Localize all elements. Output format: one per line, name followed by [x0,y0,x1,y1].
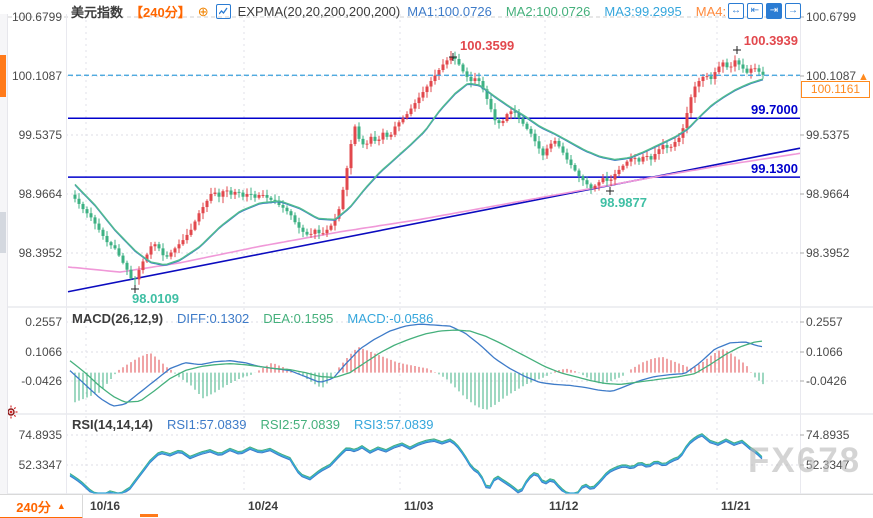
rsi-header: RSI(14,14,14) RSI1:57.0839 RSI2:57.0839 … [72,417,433,432]
date-label: 11/03 [404,499,434,513]
ma-values: MA1:100.0726 MA2:100.0726 MA3:99.2995 MA4: [407,4,726,19]
svg-text:74.8935: 74.8935 [806,428,850,442]
svg-text:100.1087: 100.1087 [806,69,856,83]
date-label: 10/16 [90,499,121,513]
rsi2-value: RSI2:57.0839 [260,417,340,432]
date-label: 10/24 [248,499,279,513]
indicator-label[interactable]: EXPMA(20,20,200,200,200) [237,4,401,19]
compress-right-icon[interactable]: ⇥ [766,3,782,19]
date-axis: 240分 ▲ 10/16 10/24 11/03 11/12 11/21 [0,494,873,518]
add-indicator-icon[interactable]: ⊕ [197,4,209,19]
rsi1-value: RSI1:57.0839 [166,417,247,432]
chart-header: 美元指数 【240分】 ⊕ EXPMA(20,20,200,200,200) M… [71,2,726,21]
svg-text:100.3599: 100.3599 [460,38,514,53]
svg-text:-0.0426: -0.0426 [21,374,62,388]
date-label: 11/21 [721,499,751,513]
price-annotations: 100.3599 100.3939 98.9877 98.0109 [131,33,798,306]
candlestick-series [73,50,765,285]
goto-latest-icon[interactable]: → [785,3,801,19]
svg-text:0.1066: 0.1066 [25,345,62,359]
rsi-lines [69,433,763,494]
svg-text:99.5375: 99.5375 [806,128,850,142]
svg-text:98.0109: 98.0109 [132,291,179,306]
svg-text:98.9664: 98.9664 [806,187,850,201]
svg-text:100.6799: 100.6799 [12,10,62,24]
rsi-title[interactable]: RSI(14,14,14) [72,417,153,432]
ma-label: MA3:99.2995 [604,4,682,19]
macd-value: MACD:-0.0586 [347,311,434,326]
timeframe-tab-label: 240分 [16,499,51,515]
ma-label: MA2:100.0726 [505,4,591,19]
expma-lines [74,78,764,266]
macd-lines [69,323,763,407]
x-scrollbar-thumb[interactable] [140,514,158,517]
svg-text:98.9664: 98.9664 [19,187,63,201]
svg-text:100.3939: 100.3939 [744,33,798,48]
svg-text:0.1066: 0.1066 [806,345,843,359]
svg-text:99.7000: 99.7000 [751,102,798,117]
timeframe-tab[interactable]: 240分 ▲ [0,495,83,518]
svg-text:98.3952: 98.3952 [806,246,850,260]
svg-text:74.8935: 74.8935 [19,428,63,442]
macd-title[interactable]: MACD(26,12,9) [72,311,164,326]
macd-histogram [74,347,764,410]
svg-text:99.1300: 99.1300 [751,161,798,176]
svg-text:100.1087: 100.1087 [12,69,62,83]
macd-header: MACD(26,12,9) DIFF:0.1302 DEA:0.1595 MAC… [72,311,433,326]
macd-diff-value: DIFF:0.1302 [177,311,250,326]
chart-type-icon[interactable] [215,4,231,19]
timeframe-dropdown-arrow: ▲ [56,501,66,511]
svg-text:0.2557: 0.2557 [25,315,62,329]
svg-text:52.3347: 52.3347 [19,458,63,472]
svg-text:-0.0426: -0.0426 [806,374,847,388]
ma-label: MA1:100.0726 [407,4,492,19]
left-scrollbar-track [0,14,8,494]
pan-icon[interactable]: ↔ [728,3,744,19]
svg-text:98.9877: 98.9877 [600,195,647,210]
svg-text:0.2557: 0.2557 [806,315,843,329]
left-scrollbar-thumb-orange[interactable] [0,55,6,97]
rsi3-value: RSI3:57.0839 [353,417,434,432]
left-scrollbar-thumb-gray[interactable] [0,212,6,253]
svg-text:100.6799: 100.6799 [806,10,856,24]
ma-label: MA4: [695,4,727,19]
axis-labels: 100.6799 100.1087 99.5375 98.9664 98.3952 0.2… [12,10,869,498]
date-label: 11/12 [549,499,579,513]
chart-toolbar: ↔ ⇤ ⇥ → [728,3,801,19]
symbol-name: 美元指数 [71,5,124,20]
svg-text:98.3952: 98.3952 [19,246,63,260]
period-label[interactable]: 【240分】 [130,5,191,20]
svg-text:99.5375: 99.5375 [19,128,63,142]
macd-dea-value: DEA:0.1595 [263,311,334,326]
svg-text:▲: ▲ [858,71,869,83]
drawn-lines: 99.7000 99.1300 [67,102,801,293]
current-price-tag: 100.1161 [801,81,870,98]
watermark: FX678 [748,441,862,480]
compress-left-icon[interactable]: ⇤ [747,3,763,19]
svg-text:52.3347: 52.3347 [806,458,850,472]
